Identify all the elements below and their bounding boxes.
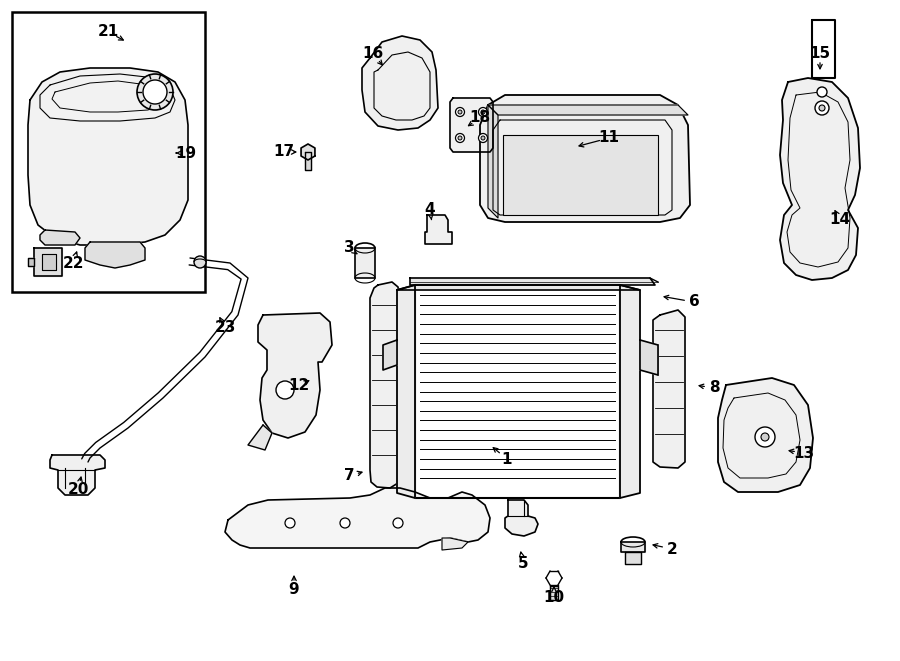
Text: 19: 19: [176, 145, 196, 161]
Circle shape: [819, 105, 825, 111]
Polygon shape: [40, 230, 80, 245]
Text: 21: 21: [97, 24, 119, 40]
Polygon shape: [425, 215, 452, 244]
Circle shape: [817, 87, 827, 97]
Polygon shape: [653, 310, 685, 468]
Text: 5: 5: [518, 555, 528, 570]
Polygon shape: [225, 488, 490, 548]
Polygon shape: [620, 285, 640, 498]
Text: 17: 17: [274, 145, 294, 159]
Text: 6: 6: [688, 295, 699, 309]
Polygon shape: [410, 278, 655, 285]
Polygon shape: [450, 98, 493, 152]
Polygon shape: [718, 378, 813, 492]
Text: 9: 9: [289, 582, 300, 598]
Circle shape: [143, 80, 167, 104]
Circle shape: [755, 427, 775, 447]
Polygon shape: [85, 242, 145, 268]
Circle shape: [393, 518, 403, 528]
Polygon shape: [780, 78, 860, 280]
Polygon shape: [480, 95, 690, 222]
Polygon shape: [28, 258, 34, 266]
Circle shape: [458, 136, 462, 140]
Polygon shape: [415, 285, 620, 498]
Polygon shape: [383, 340, 397, 370]
Text: 3: 3: [344, 241, 355, 256]
Text: 16: 16: [363, 46, 383, 61]
Text: 20: 20: [68, 483, 89, 498]
Circle shape: [276, 381, 294, 399]
Polygon shape: [397, 285, 415, 498]
Text: 12: 12: [288, 379, 310, 393]
Text: 2: 2: [667, 541, 678, 557]
Text: 18: 18: [470, 110, 490, 126]
Circle shape: [481, 136, 485, 140]
Polygon shape: [640, 340, 658, 375]
Text: 23: 23: [214, 321, 236, 336]
Polygon shape: [550, 586, 558, 600]
Text: 22: 22: [62, 256, 84, 270]
Text: 1: 1: [502, 451, 512, 467]
Polygon shape: [34, 248, 62, 276]
Circle shape: [458, 110, 462, 114]
Circle shape: [479, 108, 488, 116]
Polygon shape: [370, 282, 400, 488]
Polygon shape: [442, 538, 468, 550]
Circle shape: [479, 134, 488, 143]
Circle shape: [285, 518, 295, 528]
Circle shape: [815, 101, 829, 115]
Polygon shape: [302, 144, 315, 160]
Circle shape: [137, 74, 173, 110]
Circle shape: [455, 134, 464, 143]
Text: 7: 7: [344, 469, 355, 483]
Polygon shape: [397, 285, 640, 290]
Text: 4: 4: [425, 202, 436, 217]
Text: 13: 13: [794, 446, 814, 461]
Circle shape: [194, 256, 206, 268]
Polygon shape: [625, 552, 641, 564]
Polygon shape: [305, 152, 311, 170]
Text: 14: 14: [830, 212, 850, 227]
Text: 11: 11: [598, 130, 619, 145]
Bar: [503, 135, 658, 215]
Circle shape: [761, 433, 769, 441]
Bar: [355, 248, 375, 278]
Polygon shape: [248, 425, 272, 450]
Polygon shape: [505, 500, 538, 536]
Polygon shape: [621, 542, 645, 552]
Polygon shape: [258, 313, 332, 438]
Text: 15: 15: [809, 46, 831, 61]
Circle shape: [340, 518, 350, 528]
Text: 8: 8: [708, 381, 719, 395]
Polygon shape: [488, 105, 688, 115]
Polygon shape: [28, 68, 188, 245]
Bar: [12, 12, 205, 292]
Text: 10: 10: [544, 590, 564, 605]
Polygon shape: [362, 36, 438, 130]
Polygon shape: [42, 254, 56, 270]
Polygon shape: [488, 105, 498, 218]
Circle shape: [455, 108, 464, 116]
Polygon shape: [50, 455, 105, 495]
Circle shape: [481, 110, 485, 114]
